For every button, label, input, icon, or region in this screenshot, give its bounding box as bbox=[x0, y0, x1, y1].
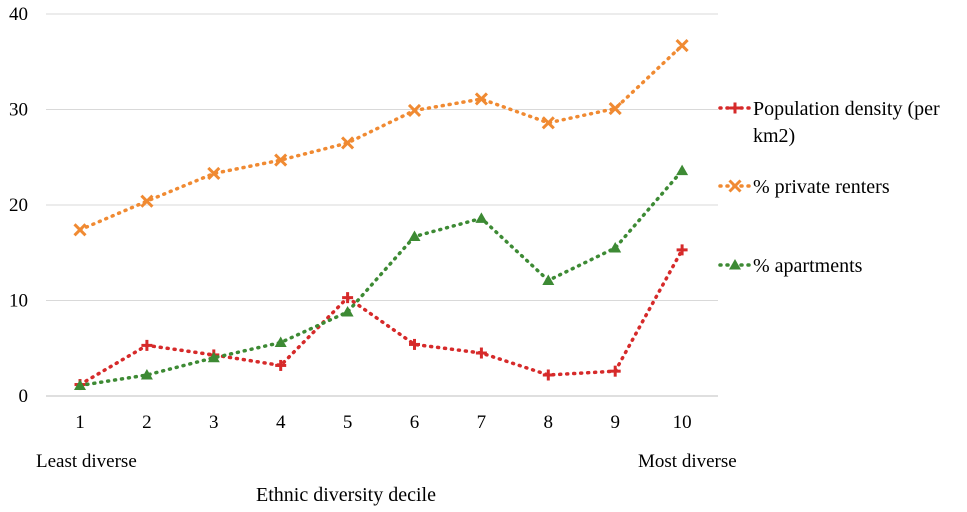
data-series bbox=[73, 38, 689, 391]
x-tick-label: 9 bbox=[610, 412, 620, 433]
data-point bbox=[609, 365, 621, 377]
data-point bbox=[274, 336, 287, 348]
data-point bbox=[608, 101, 622, 116]
data-point bbox=[140, 194, 154, 208]
data-point bbox=[408, 230, 421, 242]
x-tick-label: 3 bbox=[209, 412, 219, 433]
data-point bbox=[541, 116, 555, 130]
x-tick-label: 7 bbox=[477, 412, 487, 433]
legend-item-private-renters: % private renters bbox=[718, 176, 890, 198]
data-point bbox=[141, 339, 153, 351]
data-point bbox=[475, 347, 487, 359]
x-tick-label: 4 bbox=[276, 412, 286, 433]
gridlines bbox=[46, 13, 718, 397]
data-point bbox=[74, 379, 86, 390]
series-population-density bbox=[74, 244, 688, 391]
legend-marker bbox=[729, 259, 741, 270]
y-tick-label: 20 bbox=[9, 195, 28, 216]
data-point bbox=[341, 136, 355, 150]
y-tick-label: 0 bbox=[19, 386, 29, 407]
series-line bbox=[78, 248, 684, 387]
data-point bbox=[676, 244, 688, 256]
legend-label: km2) bbox=[753, 125, 795, 147]
data-point bbox=[207, 166, 221, 181]
data-point bbox=[409, 338, 420, 350]
x-tick-label: 5 bbox=[343, 412, 353, 433]
x-tick-label: 6 bbox=[410, 412, 420, 433]
data-point bbox=[342, 292, 354, 304]
data-point bbox=[609, 241, 622, 253]
x-tick-label: 2 bbox=[142, 412, 152, 433]
series-line bbox=[78, 43, 684, 232]
series-apartments bbox=[74, 164, 689, 390]
legend: Population density (per km2) % private ren… bbox=[718, 98, 940, 277]
data-point bbox=[676, 164, 689, 176]
series-private-renters bbox=[73, 38, 689, 237]
data-point bbox=[140, 368, 153, 380]
data-point bbox=[475, 212, 488, 223]
data-point bbox=[275, 359, 287, 371]
series-line bbox=[78, 168, 684, 388]
legend-marker bbox=[728, 179, 742, 193]
x-axis-ticks: 1 2 3 4 5 6 7 8 9 10 bbox=[75, 412, 691, 433]
y-tick-label: 40 bbox=[9, 4, 28, 25]
legend-label: % private renters bbox=[753, 176, 890, 198]
legend-marker bbox=[729, 102, 741, 114]
x-tick-label: 10 bbox=[673, 412, 692, 433]
data-point bbox=[542, 274, 555, 285]
data-point bbox=[675, 38, 689, 53]
legend-label: % apartments bbox=[753, 255, 863, 277]
x-annotation-right: Most diverse bbox=[638, 451, 737, 472]
x-tick-label: 8 bbox=[544, 412, 554, 433]
y-axis-ticks: 0 10 20 30 40 bbox=[9, 4, 28, 407]
legend-item-population-density: Population density (per km2) bbox=[718, 98, 940, 147]
legend-label: Population density (per bbox=[753, 98, 940, 120]
data-point bbox=[341, 305, 354, 317]
legend-item-apartments: % apartments bbox=[718, 255, 863, 277]
x-annotation-left: Least diverse bbox=[36, 451, 137, 472]
data-point bbox=[207, 351, 220, 363]
data-point bbox=[274, 153, 288, 167]
data-point bbox=[73, 223, 87, 237]
x-axis-title: Ethnic diversity decile bbox=[256, 484, 436, 506]
y-tick-label: 10 bbox=[9, 291, 28, 312]
y-tick-label: 30 bbox=[9, 100, 28, 121]
data-point bbox=[474, 92, 488, 106]
x-tick-label: 1 bbox=[75, 412, 85, 433]
data-point bbox=[542, 369, 554, 381]
data-point bbox=[407, 103, 422, 118]
